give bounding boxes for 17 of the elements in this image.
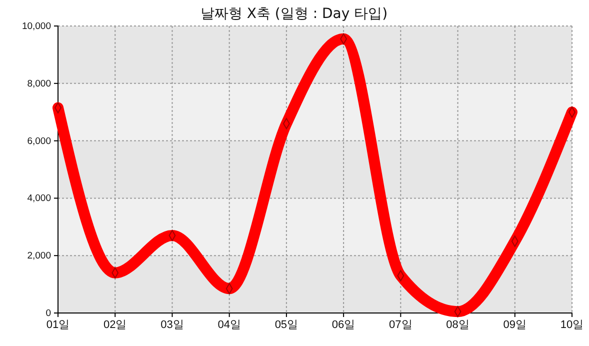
y-tick-label: 4,000 (27, 193, 51, 204)
x-tick-label: 04일 (218, 318, 241, 331)
x-tick-label: 07일 (389, 318, 412, 331)
y-tick-label: 2,000 (27, 250, 51, 262)
x-tick-label: 01일 (46, 318, 70, 331)
x-tick-label: 05일 (274, 318, 298, 331)
x-tick-label: 10일 (560, 318, 584, 331)
x-tick-label: 06일 (332, 318, 356, 331)
chart-title: 날짜형 X축 (일형 : Day 타입) (200, 6, 388, 22)
y-tick-label: 6,000 (27, 136, 51, 147)
x-tick-label: 08일 (446, 318, 470, 331)
x-tick-label: 09일 (503, 318, 527, 331)
y-tick-label: 0 (46, 308, 51, 320)
y-tick-label: 8,000 (27, 78, 51, 90)
x-tick-label: 02일 (103, 318, 127, 331)
y-tick-label: 10,000 (22, 21, 51, 32)
x-tick-label: 03일 (160, 318, 184, 331)
